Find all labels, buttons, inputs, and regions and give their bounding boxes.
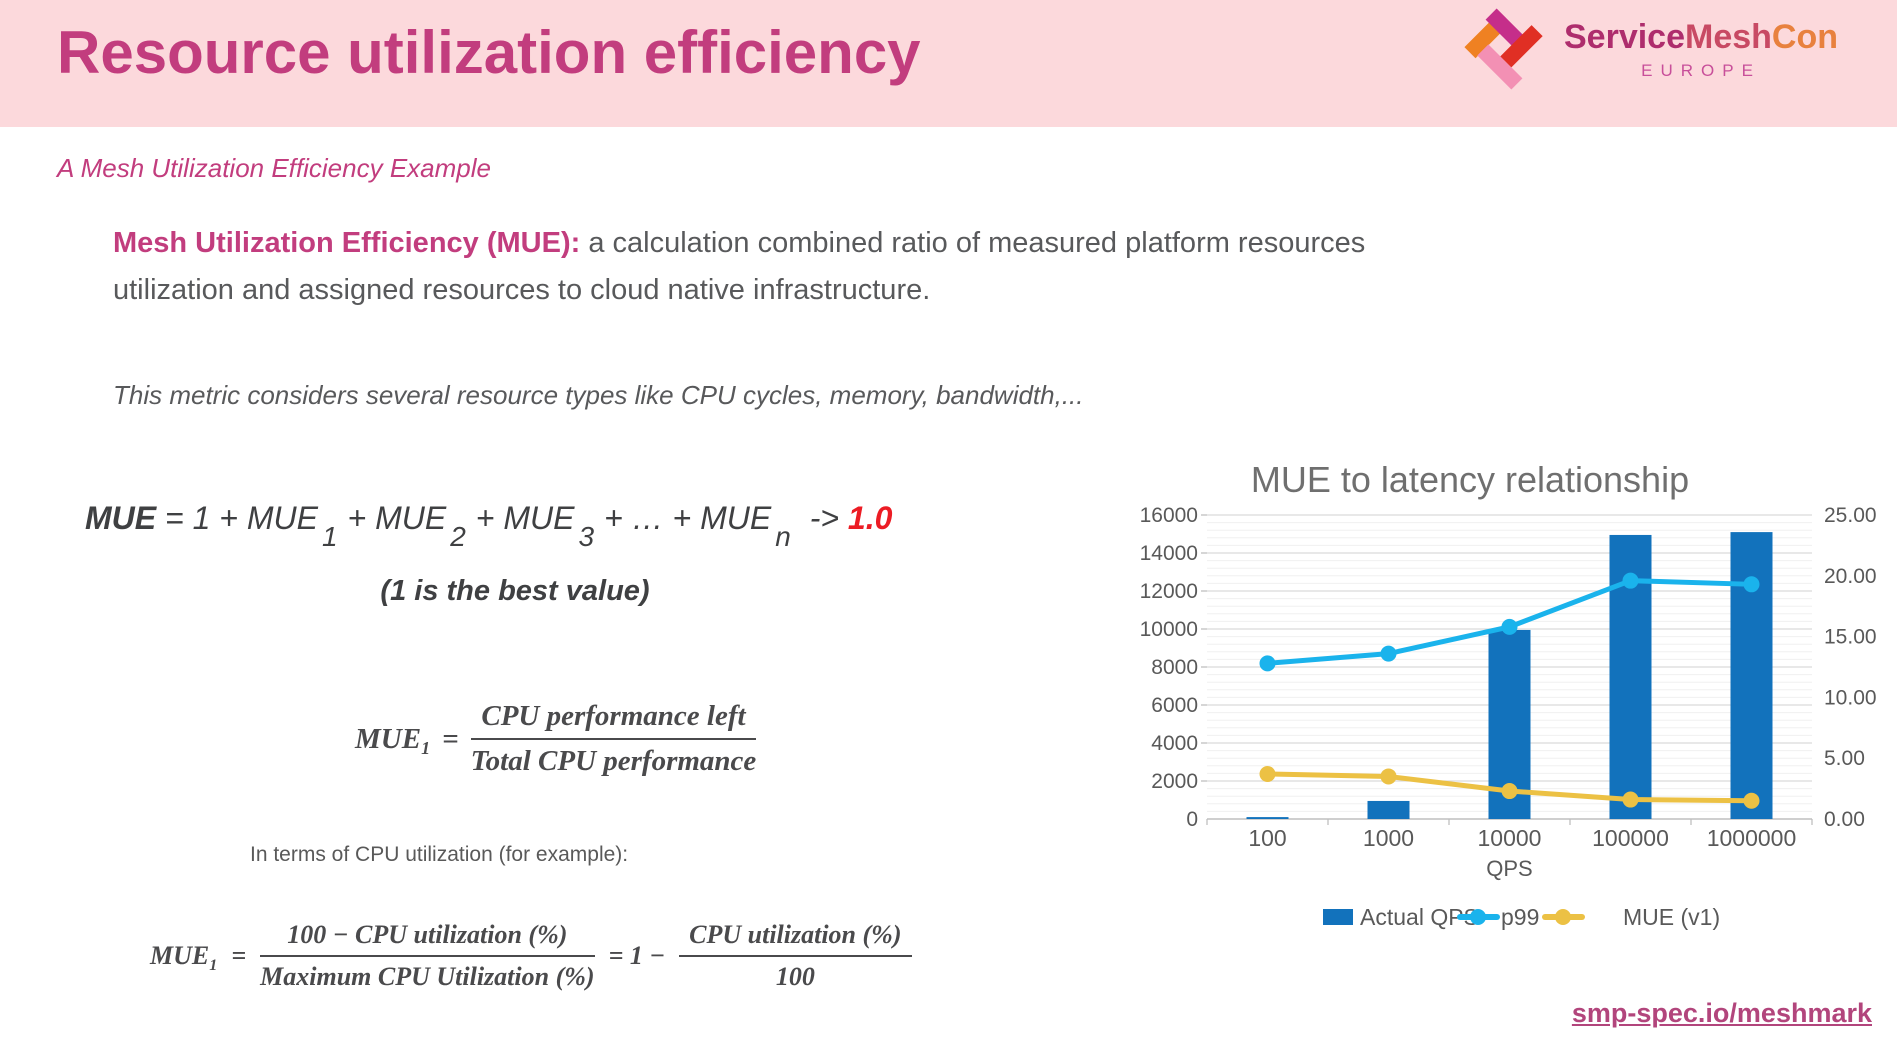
- equals-sign: =: [231, 941, 247, 970]
- x-axis-label: 10000: [1478, 825, 1542, 851]
- point-p99: [1743, 576, 1760, 593]
- mue-sum-formula: MUE = 1 + MUE1+ MUE2+ MUE3+ … + MUEn -> …: [85, 500, 893, 552]
- x-axis-label: 1000000: [1707, 825, 1797, 851]
- left-axis-label: 8000: [1151, 656, 1198, 679]
- best-value-caption: (1 is the best value): [380, 575, 650, 607]
- definition-line2: utilization and assigned resources to cl…: [113, 274, 931, 306]
- point-mue-v1-: [1622, 791, 1639, 808]
- point-p99: [1380, 645, 1397, 662]
- point-mue-v1-: [1259, 766, 1276, 783]
- mue1-formula: MUE1 = CPU performance left Total CPU pe…: [355, 700, 757, 778]
- formula-result: 1.0: [847, 500, 893, 536]
- point-mue-v1-: [1743, 792, 1760, 809]
- fraction-1: 100 − CPU utilization (%) Maximum CPU Ut…: [260, 920, 595, 992]
- mue1-lhs: MUE1: [355, 722, 431, 758]
- slide-title: Resource utilization efficiency: [57, 19, 921, 86]
- brand-con: Con: [1771, 17, 1839, 56]
- right-axis-label: 5.00: [1824, 747, 1865, 770]
- numerator: CPU performance left: [470, 700, 757, 740]
- formula-lhs: MUE: [85, 500, 157, 536]
- servicemeshcon-logo: ServiceMeshCon EUROPE: [1458, 6, 1838, 92]
- brand-mesh: Mesh: [1685, 17, 1772, 56]
- denominator: Maximum CPU Utilization (%): [260, 962, 595, 991]
- right-axis-label: 0.00: [1824, 808, 1865, 831]
- right-axis-label: 10.00: [1824, 686, 1877, 709]
- bar-actual-qps: [1730, 532, 1773, 819]
- legend-label: MUE (v1): [1623, 904, 1720, 930]
- left-axis-label: 12000: [1140, 580, 1198, 603]
- left-axis-label: 14000: [1140, 542, 1198, 565]
- point-p99: [1259, 655, 1276, 672]
- middle-term: = 1 −: [608, 941, 666, 970]
- denominator: 100: [775, 962, 815, 991]
- x-axis-label: 1000: [1363, 825, 1414, 851]
- definition-line1: a calculation combined ratio of measured…: [580, 227, 1366, 259]
- cpu-utilization-note: In terms of CPU utilization (for example…: [250, 843, 629, 866]
- formula-body: = 1 + MUE1+ MUE2+ MUE3+ … + MUEn ->: [156, 500, 848, 552]
- legend-marker: [1555, 909, 1571, 925]
- left-axis-label: 16000: [1140, 504, 1198, 527]
- x-axis-title: QPS: [1486, 856, 1532, 881]
- right-axis-label: 15.00: [1824, 626, 1877, 649]
- slide-subtitle: A Mesh Utilization Efficiency Example: [57, 153, 491, 183]
- weave-diamond-icon: [1464, 8, 1543, 90]
- left-axis-label: 0: [1186, 808, 1198, 831]
- meshmark-link[interactable]: smp-spec.io/meshmark: [1571, 998, 1872, 1028]
- resource-types-note: This metric considers several resource t…: [113, 380, 1084, 410]
- brand-service: Service: [1564, 17, 1685, 56]
- point-p99: [1501, 618, 1518, 635]
- left-axis-label: 4000: [1151, 732, 1198, 755]
- logo-text: ServiceMeshCon EUROPE: [1564, 18, 1838, 81]
- denominator: Total CPU performance: [470, 745, 757, 777]
- mue-definition: Mesh Utilization Efficiency (MUE): a cal…: [113, 220, 1673, 314]
- definition-lead: Mesh Utilization Efficiency (MUE):: [113, 227, 581, 259]
- equals-sign: =: [442, 722, 459, 755]
- fraction: CPU performance left Total CPU performan…: [470, 700, 757, 778]
- numerator: 100 − CPU utilization (%): [260, 920, 595, 957]
- legend-marker: [1470, 909, 1486, 925]
- left-axis-label: 10000: [1140, 618, 1198, 641]
- numerator: CPU utilization (%): [679, 920, 912, 957]
- point-p99: [1622, 572, 1639, 589]
- left-axis-label: 2000: [1151, 770, 1198, 793]
- legend-label: p99: [1501, 904, 1539, 930]
- mue1-lhs: MUE1: [150, 941, 218, 974]
- brand-name: ServiceMeshCon: [1564, 18, 1838, 57]
- brand-region: EUROPE: [1641, 60, 1761, 80]
- point-mue-v1-: [1380, 768, 1397, 785]
- bar-actual-qps: [1246, 817, 1289, 819]
- legend-swatch: [1323, 909, 1353, 925]
- mue-latency-chart: 0 2000 4000 6000 8000 10000 12000 14000 16000 0.0…: [1120, 459, 1897, 950]
- fraction-2: CPU utilization (%) 100: [679, 920, 912, 992]
- left-axis-label: 6000: [1151, 694, 1198, 717]
- x-axis-label: 100000: [1592, 825, 1669, 851]
- chart-title: MUE to latency relationship: [1251, 460, 1689, 500]
- right-axis-label: 25.00: [1824, 504, 1877, 527]
- bar-actual-qps: [1367, 800, 1410, 819]
- point-mue-v1-: [1501, 783, 1518, 800]
- x-axis-label: 100: [1248, 825, 1286, 851]
- header-band: [0, 0, 1897, 127]
- right-axis-label: 20.00: [1824, 565, 1877, 588]
- mue1-cpu-formula: MUE1 = 100 − CPU utilization (%) Maximum…: [150, 920, 912, 992]
